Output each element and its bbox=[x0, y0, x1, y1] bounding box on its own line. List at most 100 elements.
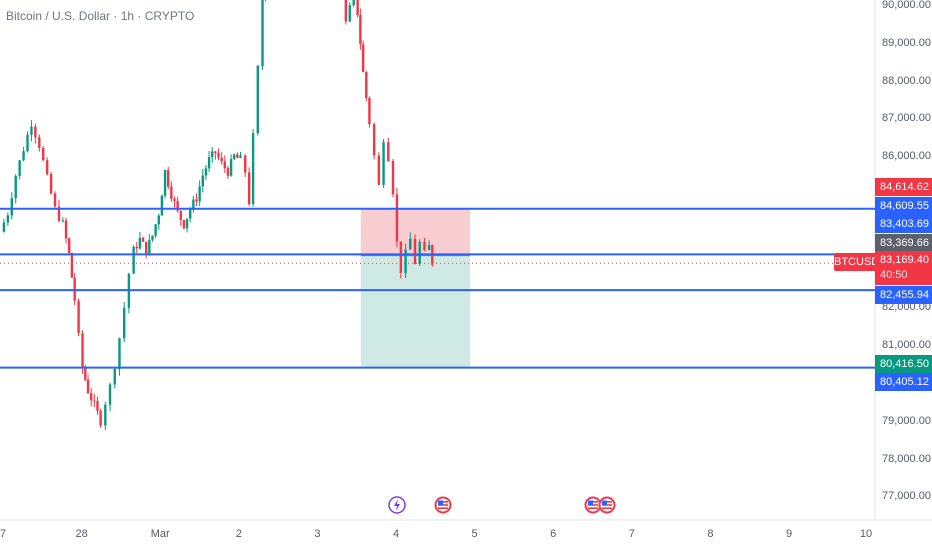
time-tick-label: 3 bbox=[314, 528, 321, 540]
candle-body bbox=[167, 170, 170, 187]
candle-body bbox=[217, 153, 220, 158]
price-tag-entry: 83,369.66 bbox=[875, 234, 932, 252]
candle-body bbox=[84, 367, 87, 380]
price-tick-label: 89,000.00 bbox=[882, 36, 931, 49]
time-tick-label: 10 bbox=[859, 528, 873, 540]
candle-body bbox=[423, 241, 426, 251]
candle-body bbox=[179, 210, 182, 220]
candle-body bbox=[207, 157, 211, 169]
price-tick-label: 78,000.00 bbox=[882, 452, 931, 465]
candle-body bbox=[99, 410, 102, 426]
candle-body bbox=[49, 174, 53, 194]
lightning-event-icon[interactable] bbox=[388, 496, 406, 514]
candle-body bbox=[18, 160, 21, 176]
price-tag-last: 83,169.40 40:50 bbox=[875, 251, 932, 285]
price-tag-line-1: 84,609.55 bbox=[875, 197, 932, 215]
us-flag-event-icon[interactable] bbox=[584, 496, 602, 514]
candle-body bbox=[163, 170, 167, 196]
candle-body bbox=[122, 307, 126, 339]
time-tick-label: 8 bbox=[707, 528, 714, 540]
candle-body bbox=[192, 199, 195, 210]
candle-body bbox=[361, 44, 365, 72]
us-flag-event-icon[interactable] bbox=[598, 496, 616, 514]
time-tick-label: 5 bbox=[471, 528, 478, 540]
candle-body bbox=[108, 384, 112, 405]
price-tick-label: 87,000.00 bbox=[882, 112, 931, 125]
candle-body bbox=[173, 198, 176, 202]
candle-body bbox=[372, 124, 376, 156]
candle-body bbox=[70, 252, 74, 278]
candle-body bbox=[189, 209, 192, 219]
candle-body bbox=[89, 393, 93, 401]
candle-body bbox=[399, 241, 403, 273]
time-tick-label: 7 bbox=[628, 528, 635, 540]
candle-body bbox=[427, 245, 431, 251]
candle-body bbox=[418, 241, 421, 264]
candle-body bbox=[352, 0, 355, 6]
price-tick-label: 86,000.00 bbox=[882, 150, 931, 163]
candle-body bbox=[26, 134, 29, 152]
candle-body bbox=[348, 5, 351, 22]
candle-body bbox=[233, 154, 236, 159]
candle-body bbox=[10, 198, 13, 216]
price-tick-label: 82,000.00 bbox=[882, 301, 931, 314]
candle-body bbox=[96, 401, 99, 411]
candle-body bbox=[391, 161, 395, 195]
candle-body bbox=[176, 201, 179, 211]
candle-body bbox=[395, 194, 399, 242]
price-tick-label: 81,000.00 bbox=[882, 339, 931, 352]
candle-body bbox=[135, 246, 138, 249]
candle-body bbox=[34, 126, 37, 138]
candle-body bbox=[356, 0, 359, 16]
price-tick-label: 88,000.00 bbox=[882, 74, 931, 87]
candle-body bbox=[64, 220, 68, 239]
candle-body bbox=[387, 142, 390, 162]
candle-body bbox=[211, 151, 214, 158]
candle-body bbox=[6, 215, 10, 223]
symbol-title[interactable]: Bitcoin / U.S. Dollar · 1h · CRYPTO bbox=[6, 9, 195, 23]
candle-body bbox=[144, 241, 148, 255]
time-tick-label: 9 bbox=[785, 528, 793, 540]
candle-body bbox=[113, 368, 116, 385]
candle-body bbox=[198, 186, 201, 202]
candle-body bbox=[57, 206, 61, 221]
last-price-value: 83,169.40 bbox=[880, 254, 929, 266]
candle-body bbox=[404, 249, 407, 273]
candle-body bbox=[22, 151, 25, 161]
candle-body bbox=[67, 238, 71, 253]
candle-body bbox=[154, 224, 157, 236]
candle-body bbox=[182, 219, 186, 229]
candle-body bbox=[382, 142, 385, 185]
candle-body bbox=[413, 238, 417, 264]
candle-body bbox=[359, 15, 362, 45]
candle-body bbox=[42, 147, 45, 161]
candle-body bbox=[104, 404, 107, 426]
price-tick-label: 90,000.00 bbox=[882, 0, 931, 11]
time-tick-label: 6 bbox=[550, 528, 557, 540]
candle-body bbox=[223, 161, 226, 169]
candle-body bbox=[86, 379, 90, 394]
price-tick-label: 79,000.00 bbox=[882, 414, 931, 427]
candle-body bbox=[138, 237, 142, 249]
candle-body bbox=[151, 235, 154, 240]
candle-body bbox=[261, 0, 264, 67]
us-flag-event-icon[interactable] bbox=[434, 496, 452, 514]
candle-body bbox=[53, 193, 57, 207]
candle-body bbox=[61, 220, 65, 222]
candle-body bbox=[157, 215, 160, 225]
candle-body bbox=[148, 239, 151, 255]
candle-body bbox=[214, 151, 217, 154]
time-tick-label: 28 bbox=[75, 528, 88, 540]
take-profit-zone bbox=[360, 255, 471, 368]
candle-body bbox=[38, 137, 41, 148]
candle-body bbox=[368, 97, 371, 125]
candle-body bbox=[377, 155, 381, 185]
time-tick-label: 4 bbox=[392, 528, 400, 540]
candle-body bbox=[256, 66, 260, 134]
candle-body bbox=[229, 158, 233, 176]
candle-body bbox=[244, 155, 247, 173]
candle-body bbox=[45, 160, 49, 175]
candle-body bbox=[160, 195, 164, 216]
